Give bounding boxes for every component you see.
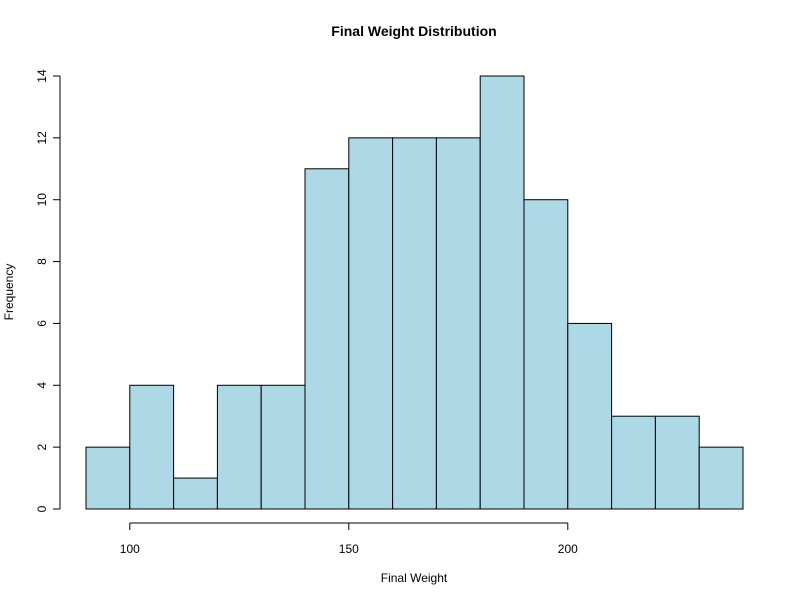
y-tick-label: 12 [35,131,49,145]
x-axis: 100 150 200 [120,522,578,556]
histogram-bar [698,446,744,510]
histogram-bar [348,137,394,510]
y-tick-label: 2 [35,443,49,450]
x-axis-label: Final Weight [381,571,448,585]
histogram-bar [304,168,350,510]
histogram-bar [654,415,700,510]
histogram-bar [173,477,218,510]
x-tick-label: 200 [558,542,578,556]
histogram-bar [611,415,656,510]
y-tick-label: 0 [35,505,49,512]
histogram-bar [435,137,481,510]
y-tick-label: 14 [35,69,49,83]
y-tick-label: 6 [35,320,49,327]
y-tick-label: 10 [35,193,49,207]
histogram-bar [567,322,613,510]
histogram-bar [216,384,262,510]
bars-group [85,75,744,510]
histogram-bar [129,384,175,510]
y-axis-label: Frequency [2,264,16,321]
histogram-bar [479,75,525,510]
histogram-bar [85,446,131,510]
histogram-bar [523,199,569,510]
chart-title: Final Weight Distribution [331,23,496,39]
x-tick-label: 100 [120,542,140,556]
y-axis: 0 2 4 6 8 10 12 14 [35,69,61,512]
y-tick-label: 8 [35,258,49,265]
histogram-bar [392,137,437,510]
x-tick-label: 150 [339,542,359,556]
y-tick-label: 4 [35,382,49,389]
histogram-bar [260,384,306,510]
